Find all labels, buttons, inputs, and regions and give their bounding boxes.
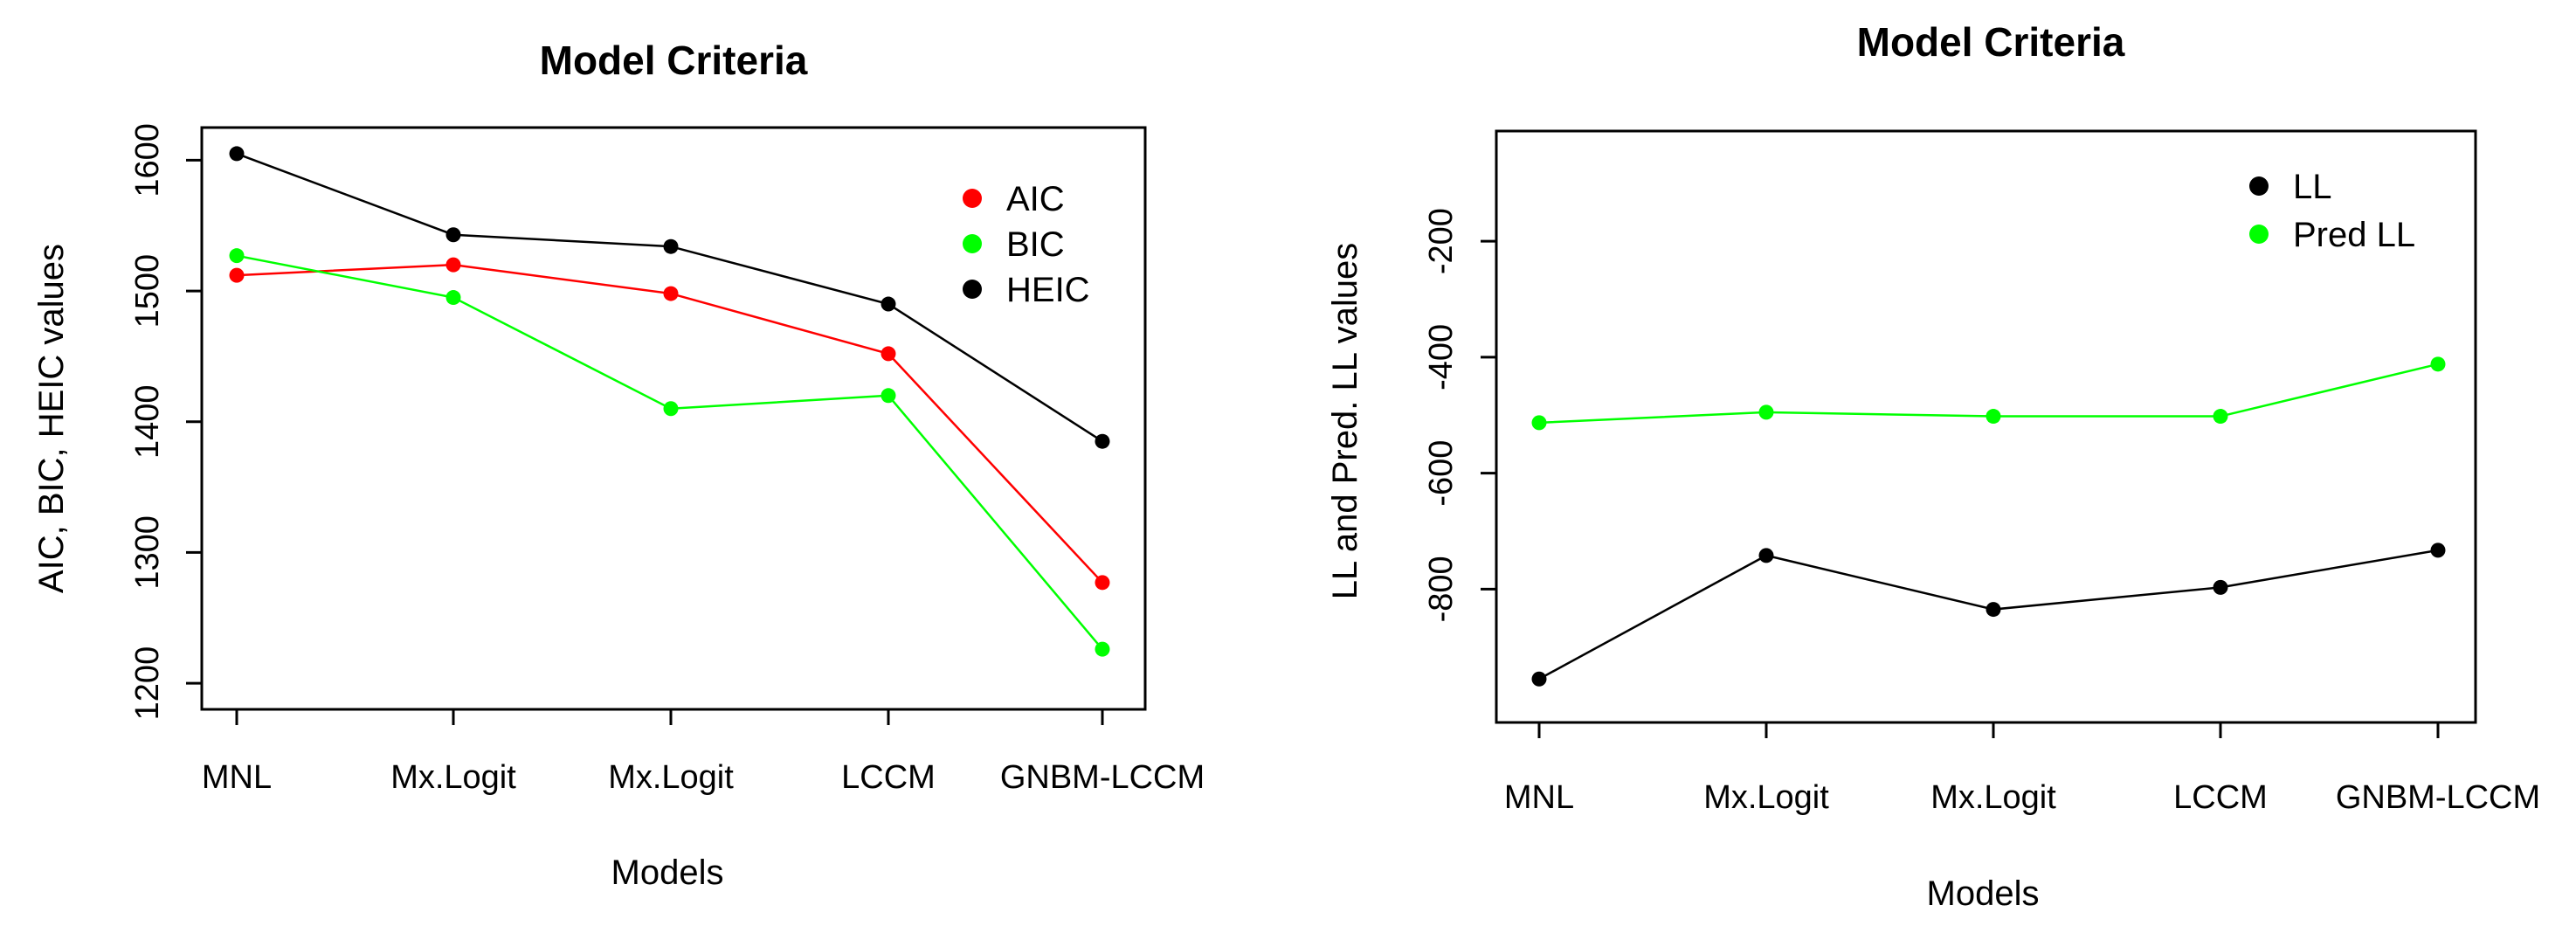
chart-2-y-tick-label: -600 [1423,440,1460,507]
chart-2-title: Model Criteria [1857,19,2125,65]
chart-1-point-bic [1095,641,1110,657]
chart-1-y-ticks: 1200 1300 1400 1500 1600 [129,123,202,720]
chart-1-point-heic [229,146,245,162]
chart-2-legend-marker-ll [2249,176,2269,196]
chart-1-point-heic [1095,433,1110,449]
chart-1-title: Model Criteria [540,38,808,83]
chart-1-x-tick-label: GNBM-LCCM [1000,759,1205,796]
chart-1-point-heic [445,227,461,243]
chart-2-y-ticks: -200 -400 -600 -800 [1423,208,1496,622]
chart-2-point-ll [1758,548,1774,563]
chart-1-point-aic [881,346,896,362]
chart-2-point-pred-ll [2213,409,2228,425]
chart-2-legend: LL Pred LL [2249,168,2415,254]
chart-2-point-ll [2213,579,2228,595]
chart-1-point-aic [445,257,461,273]
chart-1-y-tick-label: 1500 [129,254,166,328]
chart-1-point-bic [229,248,245,264]
chart-1-y-tick-label: 1400 [129,384,166,459]
chart-2-legend-marker-pred-ll [2249,225,2269,244]
chart-1-legend-marker-aic [963,189,982,208]
chart-2-y-tick-label: -200 [1423,208,1460,274]
chart-1-x-tick-label: Mx.Logit [390,759,516,796]
chart-1-y-tick-label: 1300 [129,515,166,590]
chart-1-legend-marker-bic [963,234,982,253]
chart-1-x-tick-label: MNL [202,759,272,796]
chart-1-y-axis-label: AIC, BIC, HEIC values [32,244,71,593]
chart-2-x-tick-label: Mx.Logit [1703,779,1829,816]
chart-2: Model Criteria Models LL and Pred. LL va… [1326,19,2540,913]
chart-2-legend-label-ll: LL [2293,168,2332,206]
chart-1-series [229,146,1110,657]
chart-2-point-pred-ll [1758,404,1774,420]
chart-1-point-heic [663,238,679,254]
chart-2-point-pred-ll [1986,409,2001,425]
chart-1-line-bic [236,254,1103,650]
chart-1-point-heic [881,296,896,312]
chart-1-point-aic [663,286,679,301]
chart-2-x-tick-label: GNBM-LCCM [2336,779,2540,816]
chart-1-legend-marker-heic [963,280,982,299]
chart-1: Model Criteria Models AIC, BIC, HEIC val… [32,38,1205,892]
chart-1-legend-label-heic: HEIC [1006,271,1090,309]
chart-1-plot-frame [200,126,1147,711]
chart-2-point-ll [1986,602,2001,618]
chart-1-x-tick-label: LCCM [841,759,936,796]
chart-2-x-tick-label: Mx.Logit [1930,779,2056,816]
chart-2-x-tick-label: LCCM [2173,779,2268,816]
chart-1-point-bic [881,388,896,404]
chart-2-x-tick-label: MNL [1504,779,1574,816]
chart-2-point-pred-ll [2430,356,2446,372]
chart-2-plot-frame [1495,129,2477,724]
chart-2-legend-label-pred-ll: Pred LL [2293,216,2415,254]
chart-1-point-aic [1095,575,1110,591]
chart-2-x-axis-label: Models [1927,874,2040,913]
chart-1-x-tick-label: Mx.Logit [608,759,734,796]
chart-1-legend-label-aic: AIC [1006,180,1065,218]
chart-1-x-ticks: MNL Mx.Logit Mx.Logit LCCM GNBM-LCCM [202,709,1205,796]
chart-2-point-pred-ll [1531,415,1547,431]
chart-1-legend: AIC BIC HEIC [963,180,1090,309]
chart-2-y-tick-label: -400 [1423,324,1460,390]
chart-1-y-tick-label: 1200 [129,646,166,721]
chart-1-point-bic [445,290,461,306]
chart-2-point-ll [1531,671,1547,687]
chart-1-point-bic [663,401,679,417]
chart-2-point-ll [2430,542,2446,558]
chart-2-y-axis-label: LL and Pred. LL values [1326,243,1364,599]
chart-1-x-axis-label: Models [611,853,724,892]
chart-1-y-tick-label: 1600 [129,123,166,197]
chart-1-legend-label-bic: BIC [1006,225,1065,264]
chart-2-y-tick-label: -800 [1423,556,1460,622]
chart-1-point-aic [229,267,245,283]
chart-2-series [1531,356,2446,687]
chart-2-x-ticks: MNL Mx.Logit Mx.Logit LCCM GNBM-LCCM [1504,722,2540,816]
chart-1-line-aic [236,263,1103,584]
